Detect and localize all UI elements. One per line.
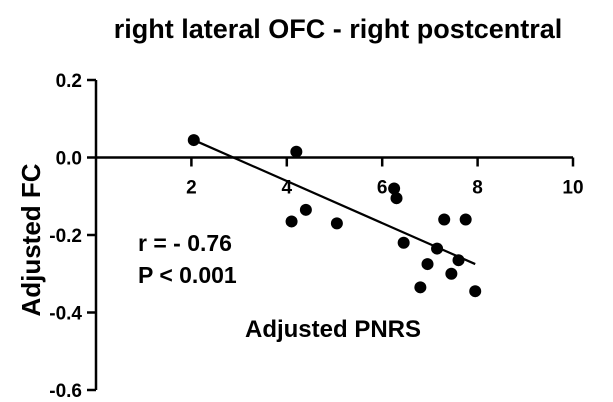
x-tick-label: 4 <box>282 178 293 199</box>
x-axis-label: Adjusted PNRS <box>245 316 421 343</box>
data-point <box>388 182 401 195</box>
regression-line <box>193 139 476 266</box>
data-point <box>290 145 303 158</box>
data-point <box>431 242 444 255</box>
data-point <box>459 213 472 226</box>
data-point <box>330 217 343 230</box>
data-point <box>445 267 458 280</box>
data-point <box>452 254 465 267</box>
y-tick-label: 0.0 <box>56 149 82 170</box>
data-point <box>414 281 427 294</box>
data-points <box>187 134 482 298</box>
data-point <box>421 258 434 271</box>
data-point <box>285 215 298 228</box>
x-axis: 2 4 6 8 10 <box>96 156 584 199</box>
data-point <box>299 203 312 216</box>
chart-title: right lateral OFC - right postcentral <box>114 14 563 44</box>
p-value-annotation: P < 0.001 <box>138 262 237 288</box>
y-tick-label: -0.4 <box>49 304 82 325</box>
y-axis-label: Adjusted FC <box>16 163 46 316</box>
data-point <box>438 213 451 226</box>
y-tick-label: -0.6 <box>49 381 82 402</box>
y-tick-label: 0.2 <box>56 71 82 92</box>
data-point <box>397 236 410 249</box>
x-tick-label: 8 <box>472 178 483 199</box>
y-tick-label: -0.2 <box>49 226 82 247</box>
data-point <box>390 192 403 205</box>
x-tick-label: 6 <box>377 178 388 199</box>
data-point <box>187 134 200 147</box>
correlation-annotation: r = - 0.76 <box>138 230 232 256</box>
x-tick-label: 2 <box>186 178 197 199</box>
x-tick-label: 10 <box>562 178 583 199</box>
data-point <box>469 285 482 298</box>
y-axis: 0.2 0.0 -0.2 -0.4 -0.6 <box>49 71 98 402</box>
